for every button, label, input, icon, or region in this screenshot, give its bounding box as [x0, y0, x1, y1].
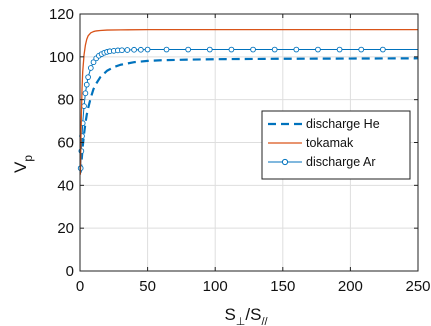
data-point-discharge-ar [83, 81, 90, 88]
y-axis-title-main: V [11, 161, 30, 173]
data-point-discharge-ar [358, 46, 365, 53]
y-tick-label: 20 [57, 220, 74, 237]
legend-box [261, 110, 411, 180]
x-tick-label: 50 [139, 278, 156, 295]
x-tick-label: 200 [338, 278, 363, 295]
data-point-discharge-ar [228, 46, 235, 53]
x-tick-label: 100 [203, 278, 228, 295]
data-point-discharge-ar [131, 46, 137, 53]
data-point-discharge-ar [81, 103, 87, 109]
data-point-discharge-ar [144, 46, 151, 53]
data-point-discharge-ar [137, 46, 144, 53]
legend-label-discharge-he: discharge He [306, 117, 380, 131]
legend-marker-discharge-ar [281, 158, 289, 166]
y-tick-label: 100 [49, 49, 74, 66]
data-point-discharge-ar [293, 46, 300, 53]
axis-ticks [79, 13, 419, 272]
x-axis-title-sub1: ⊥ [236, 316, 246, 326]
data-point-discharge-ar [206, 46, 213, 53]
y-tick-label: 40 [57, 177, 74, 194]
data-point-discharge-ar [85, 74, 91, 81]
y-axis-title: Vp [11, 155, 35, 173]
x-axis-title: S⊥/S// [224, 305, 268, 326]
x-axis-title-main: S [224, 305, 235, 324]
y-tick-label: 60 [57, 135, 74, 152]
data-point-discharge-ar [380, 46, 386, 53]
data-point-discharge-ar [336, 46, 343, 53]
x-axis-title-sub2: // [261, 316, 268, 326]
y-tick-label: 120 [49, 6, 74, 23]
data-point-discharge-ar [185, 46, 192, 53]
x-axis-title-slash: /S [245, 305, 261, 324]
series-line-discharge-he [79, 57, 419, 173]
plot-series [77, 28, 419, 175]
data-point-discharge-ar [271, 46, 278, 53]
data-point-discharge-ar [82, 90, 89, 97]
data-point-discharge-ar [124, 47, 131, 53]
y-tick-label: 80 [57, 92, 74, 109]
x-tick-label: 250 [405, 278, 430, 295]
series-line-tokamak [79, 28, 418, 175]
data-point-discharge-ar [163, 46, 170, 53]
data-point-discharge-ar [90, 59, 97, 66]
x-tick-label: 150 [270, 278, 295, 295]
legend-label-tokamak: tokamak [306, 136, 354, 150]
legend-label-discharge-ar: discharge Ar [306, 155, 375, 169]
data-point-discharge-ar [250, 46, 256, 53]
data-point-discharge-ar [315, 46, 321, 53]
data-point-discharge-ar [87, 65, 94, 71]
legend: discharge He tokamak discharge Ar [261, 110, 411, 180]
tick-labels: 0 50 100 150 200 250 0 20 40 60 80 100 120 [49, 6, 431, 295]
data-point-discharge-ar [119, 47, 125, 54]
x-tick-label: 0 [76, 278, 84, 295]
y-axis-title-sub: p [21, 155, 35, 162]
y-tick-label: 0 [66, 263, 74, 280]
